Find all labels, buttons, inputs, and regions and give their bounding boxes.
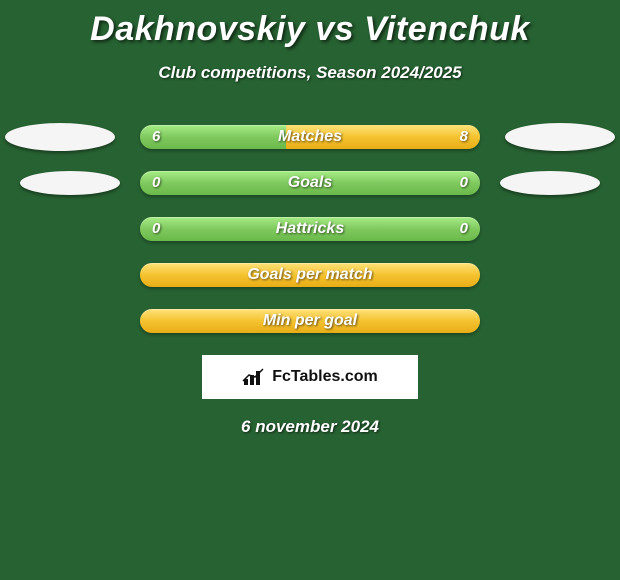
stat-bar: 0Hattricks0 <box>140 217 480 241</box>
player-right-ellipse <box>500 171 600 195</box>
logo-box: FcTables.com <box>202 355 418 399</box>
player-left-ellipse <box>20 171 120 195</box>
stat-label: Goals per match <box>140 263 480 287</box>
stat-bar: 0Goals0 <box>140 171 480 195</box>
stat-row: 6Matches8 <box>0 125 620 149</box>
stat-value-right: 8 <box>460 125 468 149</box>
page-title: Dakhnovskiy vs Vitenchuk <box>0 0 620 49</box>
logo-text: FcTables.com <box>272 368 378 386</box>
stat-bar: Goals per match <box>140 263 480 287</box>
stat-row: 0Hattricks0 <box>0 217 620 241</box>
stat-value-right: 0 <box>460 217 468 241</box>
stat-row: Goals per match <box>0 263 620 287</box>
stat-bar: Min per goal <box>140 309 480 333</box>
stat-value-right: 0 <box>460 171 468 195</box>
subtitle: Club competitions, Season 2024/2025 <box>0 63 620 83</box>
stat-bar: 6Matches8 <box>140 125 480 149</box>
player-left-ellipse <box>5 123 115 151</box>
stat-label: Hattricks <box>140 217 480 241</box>
stat-row: Min per goal <box>0 309 620 333</box>
date-text: 6 november 2024 <box>0 417 620 437</box>
stat-label: Goals <box>140 171 480 195</box>
stats-rows: 6Matches80Goals00Hattricks0Goals per mat… <box>0 125 620 333</box>
stat-label: Min per goal <box>140 309 480 333</box>
player-right-ellipse <box>505 123 615 151</box>
stat-row: 0Goals0 <box>0 171 620 195</box>
stat-label: Matches <box>140 125 480 149</box>
bar-chart-icon <box>242 367 266 387</box>
